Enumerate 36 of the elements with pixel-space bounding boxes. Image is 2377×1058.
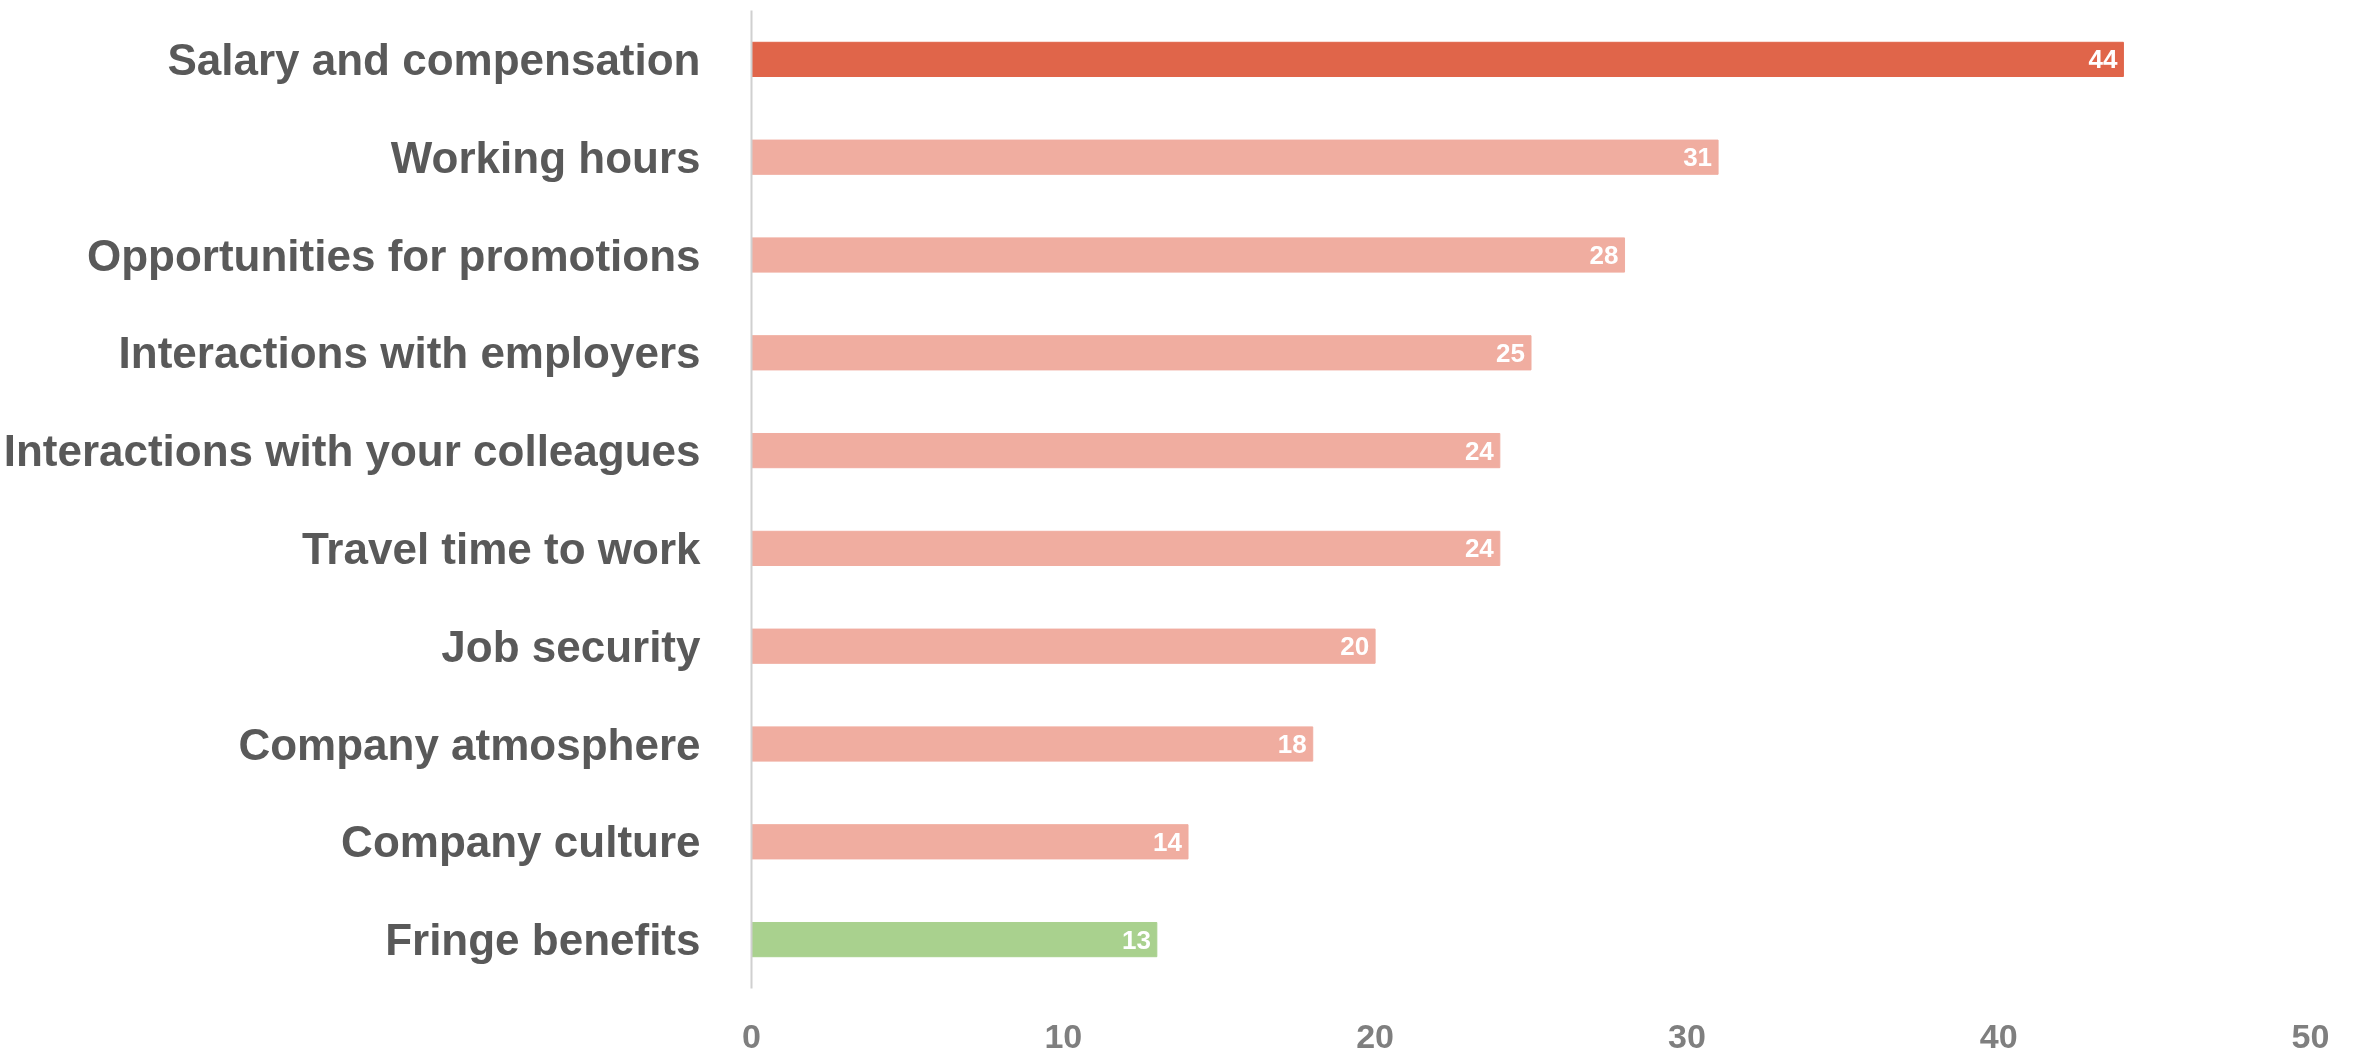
bar	[751, 921, 1158, 958]
y-tick-label: Fringe benefits	[385, 915, 701, 965]
bar	[751, 139, 1719, 175]
bar	[751, 432, 1501, 469]
bar	[751, 41, 2124, 78]
x-tick-label: 20	[1356, 1016, 1395, 1055]
bar	[751, 530, 1501, 567]
data-label: 44	[2088, 44, 2118, 75]
data-label: 24	[1464, 533, 1495, 564]
data-label: 24	[1464, 435, 1495, 466]
data-label: 20	[1340, 631, 1370, 662]
bar	[751, 824, 1189, 860]
bar	[751, 628, 1376, 664]
y-tick-label: Salary and compensation	[167, 34, 701, 84]
x-tick-label: 0	[742, 1016, 761, 1055]
data-label: 28	[1589, 240, 1619, 270]
y-tick-label: Job security	[441, 621, 702, 671]
data-label: 14	[1153, 826, 1183, 857]
bar	[751, 237, 1626, 273]
data-label: 31	[1683, 142, 1713, 173]
y-tick-label: Travel time to work	[301, 523, 702, 573]
y-tick-label: Interactions with employers	[118, 328, 701, 378]
x-tick-label: 40	[1979, 1016, 2018, 1055]
x-tick-label: 10	[1044, 1016, 1083, 1055]
y-tick-label: Opportunities for promotions	[86, 230, 701, 280]
data-label: 25	[1496, 337, 1525, 368]
bar	[751, 726, 1314, 762]
x-tick-label: 50	[2291, 1016, 2330, 1055]
data-label: 13	[1121, 924, 1151, 955]
y-tick-label: Interactions with your colleagues	[3, 426, 701, 476]
y-tick-label: Company culture	[341, 817, 701, 867]
data-label: 18	[1277, 729, 1307, 759]
x-tick-label: 30	[1667, 1016, 1706, 1055]
bar	[751, 335, 1532, 371]
y-tick-label: Working hours	[390, 132, 701, 182]
y-tick-label: Company atmosphere	[238, 719, 701, 769]
